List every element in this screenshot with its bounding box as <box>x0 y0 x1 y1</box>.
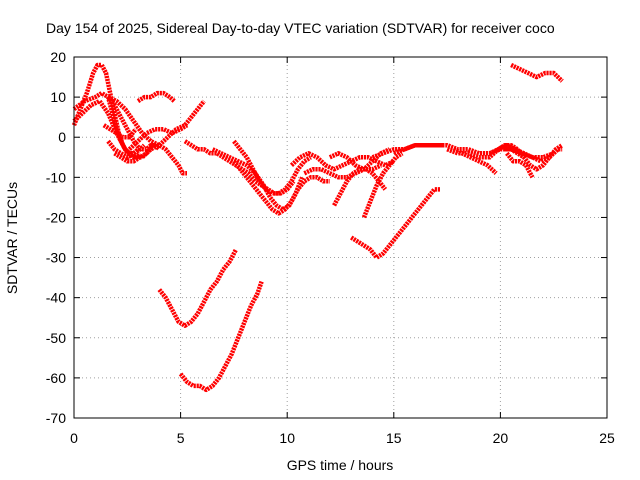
series-arc-3 <box>72 90 140 156</box>
series-arc-16 <box>303 147 391 180</box>
series-arc-8 <box>107 95 206 148</box>
series-arc-4 <box>102 123 138 140</box>
series-arc-18 <box>361 151 404 219</box>
y-tick-label: -70 <box>46 410 66 426</box>
series-arc-30 <box>178 280 264 393</box>
x-tick-label: 0 <box>70 430 78 446</box>
series-arc-10 <box>136 90 176 104</box>
series-arc-28 <box>350 187 441 260</box>
x-tick-label: 10 <box>279 430 295 446</box>
axis-ticks <box>73 56 608 419</box>
series-arc-24 <box>488 142 563 164</box>
series-arc-29 <box>157 248 238 328</box>
series-arc-27 <box>510 62 564 83</box>
series-arc-14 <box>232 139 312 196</box>
series-arc-25 <box>504 143 564 172</box>
grid-lines <box>74 57 607 418</box>
plot-frame <box>73 56 608 419</box>
x-axis-label: GPS time / hours <box>287 457 394 473</box>
x-tick-labels: 0 5 10 15 20 25 <box>70 430 615 446</box>
y-tick-label: 10 <box>50 89 66 105</box>
y-tick-label: -20 <box>46 209 66 225</box>
y-tick-label: -50 <box>46 330 66 346</box>
y-tick-label: -30 <box>46 250 66 266</box>
y-axis-label: SDTVAR / TECUs <box>4 182 20 294</box>
series-arc-23 <box>452 147 498 175</box>
x-tick-label: 20 <box>493 430 509 446</box>
series-arc-9 <box>106 95 161 152</box>
series-arc-15 <box>289 151 395 172</box>
series-arc-26 <box>505 151 535 179</box>
series-layer <box>71 62 564 393</box>
y-tick-labels: -70 -60 -50 -40 -30 -20 -10 0 10 20 <box>46 49 66 426</box>
x-tick-label: 5 <box>177 430 185 446</box>
y-tick-label: 0 <box>58 129 66 145</box>
series-arc-17 <box>332 167 388 207</box>
x-tick-label: 25 <box>599 430 615 446</box>
series-arc-12 <box>232 159 330 216</box>
series-arc-13 <box>211 147 305 212</box>
series-arc-21 <box>393 142 443 156</box>
chart-title: Day 154 of 2025, Sidereal Day-to-day VTE… <box>46 20 555 36</box>
x-tick-label: 15 <box>386 430 402 446</box>
y-tick-label: -10 <box>46 169 66 185</box>
y-tick-label: 20 <box>50 49 66 65</box>
series-arc-19 <box>328 151 382 172</box>
y-tick-label: -60 <box>46 370 66 386</box>
y-tick-label: -40 <box>46 290 66 306</box>
